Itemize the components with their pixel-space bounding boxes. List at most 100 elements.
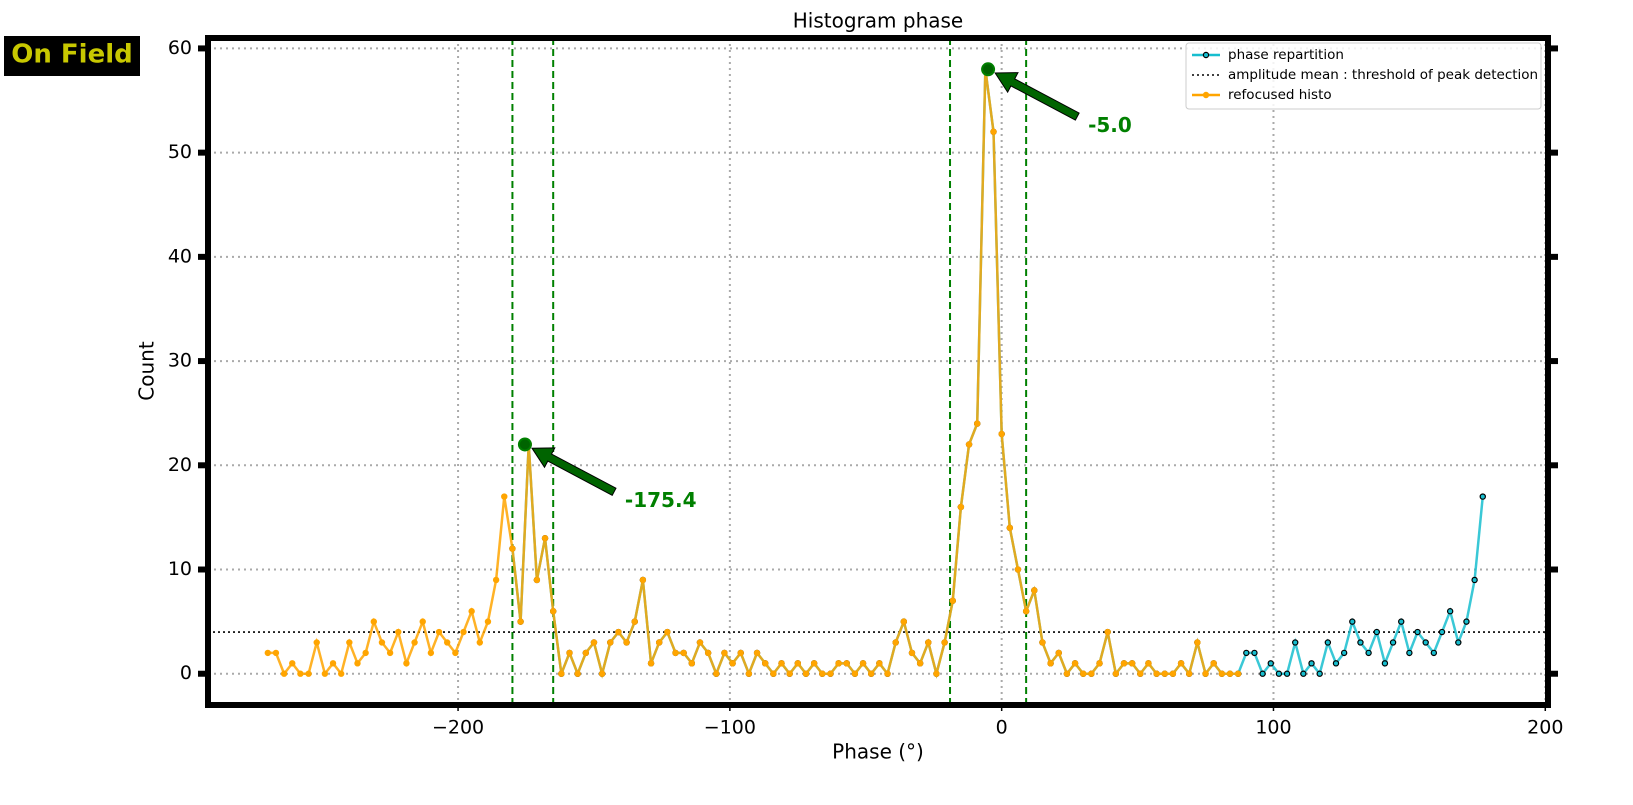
data-point — [1177, 660, 1185, 667]
data-point — [925, 639, 932, 646]
annotation-arrow — [531, 447, 617, 496]
legend-marker — [1202, 51, 1210, 59]
data-point — [549, 608, 557, 615]
data-point — [794, 660, 802, 667]
x-tick-label: −200 — [432, 717, 484, 739]
y-tick-label: 20 — [168, 454, 192, 476]
legend-marker — [1202, 91, 1210, 99]
data-point — [1112, 670, 1120, 677]
annotation-label: -175.4 — [625, 488, 697, 512]
data-point — [280, 670, 288, 677]
data-point — [1071, 660, 1079, 667]
data-point — [427, 649, 435, 657]
data-point — [403, 660, 410, 667]
data-point — [1275, 670, 1283, 677]
data-point — [647, 660, 655, 667]
legend-label: amplitude mean : threshold of peak detec… — [1228, 67, 1538, 83]
data-point — [729, 660, 736, 667]
data-point — [933, 670, 940, 677]
data-point — [1096, 660, 1103, 667]
data-point — [1153, 670, 1160, 677]
data-point — [1186, 670, 1193, 677]
data-point — [851, 670, 859, 677]
data-point — [1446, 608, 1454, 615]
data-point — [289, 660, 296, 667]
data-point — [876, 660, 883, 667]
data-point — [843, 660, 850, 667]
data-point — [533, 576, 541, 584]
x-tick-label: −100 — [704, 717, 756, 739]
data-point — [1194, 639, 1201, 646]
data-point — [566, 649, 573, 657]
data-point — [1365, 649, 1372, 657]
data-point — [664, 628, 671, 636]
data-point — [1128, 660, 1136, 667]
data-point — [802, 670, 810, 677]
data-point — [819, 670, 826, 677]
data-point — [998, 430, 1005, 438]
data-point — [892, 639, 899, 646]
data-point — [1373, 628, 1380, 636]
data-point — [370, 618, 378, 625]
legend-box — [1185, 42, 1542, 110]
data-point — [452, 649, 459, 657]
data-point — [321, 670, 329, 677]
series-line — [511, 69, 1485, 679]
data-point — [362, 649, 369, 657]
y-tick-label: 40 — [168, 245, 192, 267]
data-point — [1357, 639, 1364, 646]
badge: On Field — [11, 40, 133, 70]
data-point — [859, 660, 867, 667]
data-point — [1088, 670, 1095, 677]
data-point — [639, 576, 647, 584]
data-point — [688, 660, 696, 667]
data-point — [737, 649, 744, 657]
data-point — [395, 628, 402, 636]
data-point — [1300, 670, 1307, 677]
data-point — [721, 649, 728, 657]
data-point — [1104, 628, 1111, 636]
data-point — [574, 670, 581, 677]
data-point — [354, 660, 361, 667]
data-point — [916, 660, 924, 667]
data-point — [1267, 660, 1274, 667]
data-point — [696, 639, 704, 646]
data-point — [1210, 660, 1217, 667]
data-point — [1455, 639, 1462, 646]
data-point — [949, 597, 956, 604]
data-point — [1039, 639, 1046, 646]
y-tick-label: 10 — [168, 558, 192, 580]
data-point — [1031, 587, 1038, 594]
data-point — [1047, 660, 1054, 667]
data-point — [313, 639, 320, 646]
data-point — [1218, 670, 1226, 677]
legend-label: refocused histo — [1228, 87, 1332, 103]
badge-box — [4, 36, 140, 76]
data-point — [1389, 639, 1397, 646]
data-point — [868, 670, 875, 677]
data-point — [1014, 566, 1022, 573]
data-point — [607, 639, 614, 646]
data-point — [974, 420, 981, 427]
data-point — [990, 128, 997, 135]
data-point — [1406, 649, 1413, 657]
annotation-label: -5.0 — [1088, 113, 1132, 137]
data-point — [1292, 639, 1299, 646]
data-point — [1259, 670, 1266, 677]
data-point — [1251, 649, 1258, 657]
data-point — [965, 441, 973, 448]
y-tick-label: 60 — [168, 37, 192, 59]
chart-title: Histogram phase — [793, 9, 963, 33]
data-point — [745, 670, 753, 677]
data-point — [1381, 660, 1389, 667]
data-point — [297, 670, 304, 677]
data-point — [590, 639, 598, 646]
data-point — [492, 576, 500, 584]
x-tick-label: 100 — [1255, 717, 1291, 739]
data-point — [272, 649, 280, 657]
data-point — [1479, 493, 1486, 500]
data-point — [378, 639, 386, 646]
data-point — [598, 670, 606, 677]
